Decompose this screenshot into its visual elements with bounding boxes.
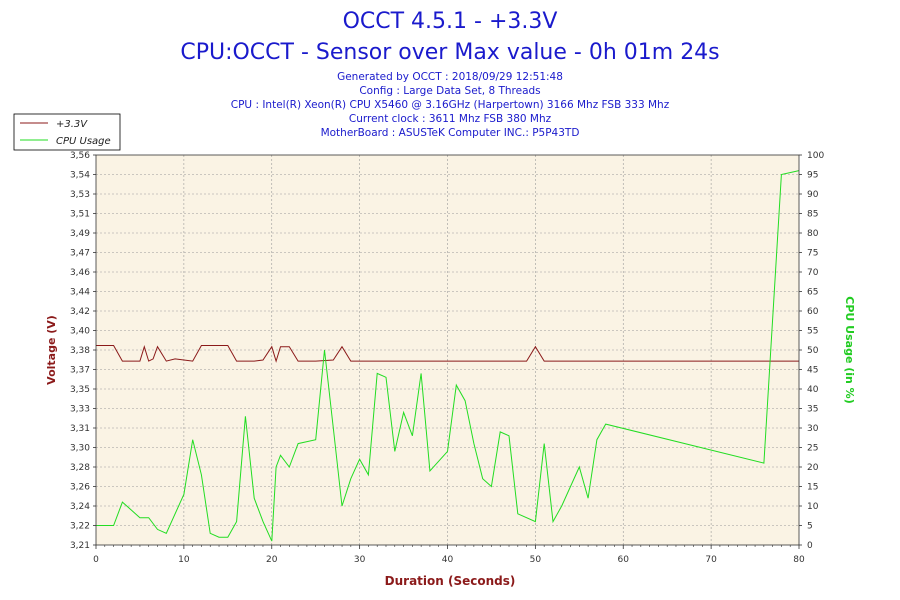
- x-tick-label: 80: [793, 555, 805, 565]
- y-right-tick-label: 60: [807, 307, 819, 317]
- y-left-tick-label: 3,40: [70, 327, 90, 337]
- y-axis-left-label: Voltage (V): [45, 315, 58, 385]
- y-left-tick-label: 3,44: [70, 288, 90, 298]
- y-left-tick-label: 3,31: [70, 424, 90, 434]
- y-right-tick-label: 65: [807, 288, 818, 298]
- y-left-tick-label: 3,33: [70, 405, 90, 415]
- y-left-tick-label: 3,53: [70, 190, 90, 200]
- y-right-tick-label: 5: [807, 522, 813, 532]
- info-config: Config : Large Data Set, 8 Threads: [359, 85, 540, 97]
- x-tick-label: 10: [178, 555, 190, 565]
- x-tick-label: 40: [442, 555, 454, 565]
- y-right-tick-label: 80: [807, 229, 819, 239]
- y-right-tick-label: 90: [807, 190, 819, 200]
- y-right-tick-label: 50: [807, 346, 819, 356]
- series-line-cpu-usage: [96, 170, 800, 542]
- x-axis-label: Duration (Seconds): [385, 574, 516, 588]
- y-left-tick-label: 3,42: [70, 307, 90, 317]
- y-left-tick-label: 3,46: [70, 268, 90, 278]
- y-left-tick-label: 3,47: [70, 249, 90, 259]
- legend-box: [13, 113, 121, 151]
- y-left-tick-label: 3,21: [70, 541, 90, 551]
- y-left-tick-label: 3,54: [70, 171, 90, 181]
- y-right-tick-label: 25: [807, 444, 818, 454]
- y-right-tick-label: 0: [807, 541, 813, 551]
- y-left-tick-label: 3,30: [70, 444, 90, 454]
- x-tick-label: 20: [266, 555, 278, 565]
- y-right-tick-label: 15: [807, 483, 818, 493]
- y-right-tick-label: 70: [807, 268, 819, 278]
- y-right-tick-label: 75: [807, 249, 818, 259]
- legend: +3.3V CPU Usage: [13, 113, 121, 151]
- x-tick-label: 0: [93, 555, 99, 565]
- y-left-tick-label: 3,51: [70, 210, 90, 220]
- y-left-tick-label: 3,56: [70, 151, 90, 161]
- y-right-tick-label: 30: [807, 424, 819, 434]
- legend-label-cpu-usage: CPU Usage: [56, 136, 111, 147]
- series-line-voltage: [96, 344, 799, 363]
- info-generated: Generated by OCCT : 2018/09/29 12:51:48: [337, 71, 563, 83]
- y-right-tick-label: 20: [807, 463, 819, 473]
- chart-title: OCCT 4.5.1 - +3.3V: [343, 9, 558, 34]
- y-left-tick-label: 3,26: [70, 483, 90, 493]
- y-left-tick-label: 3,22: [70, 522, 90, 532]
- info-clock: Current clock : 3611 Mhz FSB 380 Mhz: [349, 113, 552, 125]
- y-axis-right-label: CPU Usage (in %): [843, 296, 856, 403]
- y-left-tick-label: 3,49: [70, 229, 90, 239]
- y-right-tick-label: 45: [807, 366, 818, 376]
- info-motherboard: MotherBoard : ASUSTeK Computer INC.: P5P…: [321, 127, 580, 139]
- x-tick-label: 50: [530, 555, 542, 565]
- y-right-tick-label: 40: [807, 385, 819, 395]
- y-right-tick-label: 85: [807, 210, 818, 220]
- y-right-tick-label: 55: [807, 327, 818, 337]
- y-right-tick-label: 10: [807, 502, 819, 512]
- info-cpu: CPU : Intel(R) Xeon(R) CPU X5460 @ 3.16G…: [231, 99, 670, 111]
- y-left-tick-label: 3,37: [70, 366, 90, 376]
- y-left-tick-label: 3,38: [70, 346, 90, 356]
- y-left-tick-label: 3,24: [70, 502, 90, 512]
- y-right-tick-label: 35: [807, 405, 818, 415]
- y-right-tick-label: 100: [807, 151, 824, 161]
- legend-label-voltage: +3.3V: [56, 119, 88, 130]
- y-left-tick-label: 3,28: [70, 463, 90, 473]
- axis-ticks: 3,21 03,22 53,24 103,26 153,28 203,30 253,31 30…: [70, 151, 824, 565]
- x-tick-label: 30: [354, 555, 366, 565]
- y-right-tick-label: 95: [807, 171, 818, 181]
- x-tick-label: 70: [705, 555, 717, 565]
- y-left-tick-label: 3,35: [70, 385, 90, 395]
- grid-lines: [96, 155, 799, 545]
- series-layer: [96, 170, 800, 542]
- chart-subtitle: CPU:OCCT - Sensor over Max value - 0h 01…: [180, 40, 719, 65]
- x-tick-label: 60: [618, 555, 630, 565]
